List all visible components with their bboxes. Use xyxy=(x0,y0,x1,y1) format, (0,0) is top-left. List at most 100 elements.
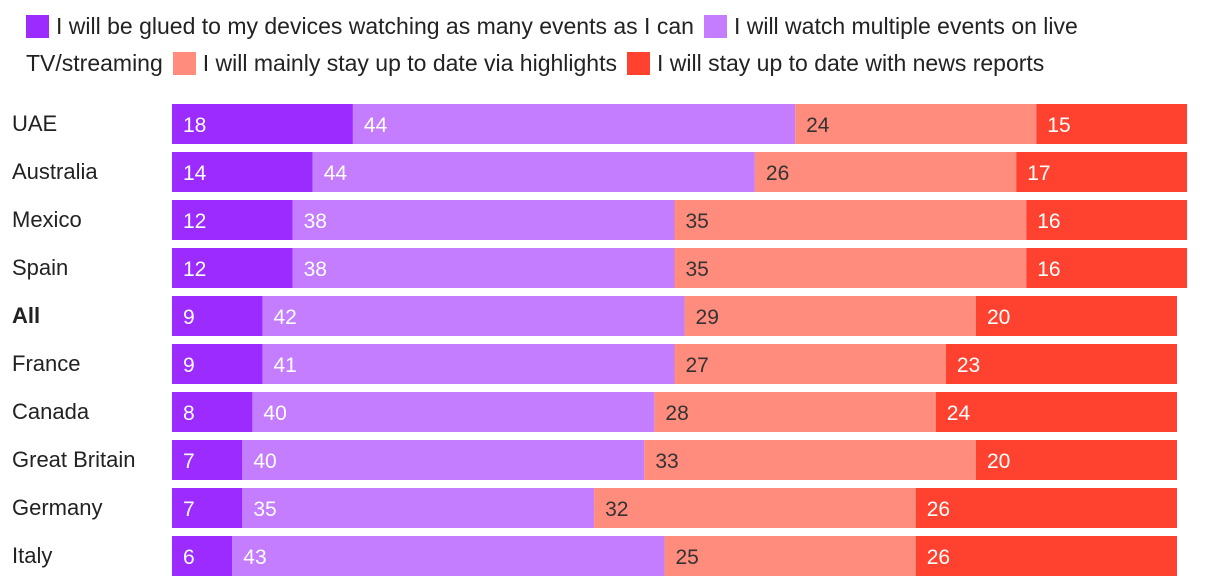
legend-label: I will be glued to my devices watching a… xyxy=(56,13,694,39)
category-label: Great Britain xyxy=(12,447,136,472)
bar-value-label: 32 xyxy=(605,498,628,521)
chart-legend: I will be glued to my devices watching a… xyxy=(26,8,1206,82)
bar-value-label: 24 xyxy=(806,114,830,137)
bar-segment xyxy=(664,536,916,576)
legend-item-1: I will be glued to my devices watching a… xyxy=(26,13,694,39)
bar-value-label: 41 xyxy=(273,354,296,377)
bar-value-label: 35 xyxy=(686,258,709,281)
bar-segment xyxy=(1016,152,1188,192)
bar-segment xyxy=(1026,200,1188,240)
bar-segment xyxy=(242,488,595,528)
bar-segment xyxy=(1026,248,1188,288)
bar-value-label: 20 xyxy=(987,306,1010,329)
bar-value-label: 35 xyxy=(253,498,276,521)
legend-label: I will watch multiple events on live TV/… xyxy=(26,13,1078,76)
bar-segment xyxy=(312,152,755,192)
bar-value-label: 15 xyxy=(1047,114,1070,137)
bar-value-label: 29 xyxy=(696,306,719,329)
bar-segment xyxy=(1036,104,1188,144)
bar-value-label: 25 xyxy=(675,546,698,569)
bar-value-label: 38 xyxy=(304,210,327,233)
bar-segment xyxy=(915,536,1177,576)
bar-segment xyxy=(976,440,1177,480)
bar-segment xyxy=(172,344,263,384)
bar-segment xyxy=(674,200,1027,240)
category-label: Mexico xyxy=(12,207,82,232)
bar-segment xyxy=(644,440,976,480)
bar-value-label: 9 xyxy=(183,354,195,377)
category-label: Australia xyxy=(12,159,98,184)
bar-value-label: 35 xyxy=(686,210,709,233)
bar-segment xyxy=(935,392,1177,432)
bar-segment xyxy=(172,440,243,480)
bar-segment xyxy=(684,296,976,336)
bar-value-label: 33 xyxy=(655,450,678,473)
bar-segment xyxy=(172,200,293,240)
bar-segment xyxy=(594,488,916,528)
bar-segment xyxy=(172,104,353,144)
bar-segment xyxy=(172,536,233,576)
bar-value-label: 16 xyxy=(1037,210,1060,233)
bar-value-label: 23 xyxy=(957,354,980,377)
bar-segment xyxy=(172,296,263,336)
bar-value-label: 20 xyxy=(987,450,1010,473)
legend-label: I will stay up to date with news reports xyxy=(656,50,1045,76)
bar-value-label: 17 xyxy=(1027,162,1050,185)
bar-segment xyxy=(172,488,243,528)
bar-segment xyxy=(976,296,1177,336)
bar-value-label: 44 xyxy=(324,162,348,185)
bar-value-label: 28 xyxy=(665,402,688,425)
bar-segment xyxy=(292,200,675,240)
bar-segment xyxy=(754,152,1017,192)
legend-item-4: I will stay up to date with news reports xyxy=(626,50,1045,76)
bar-value-label: 12 xyxy=(183,210,206,233)
bar-value-label: 7 xyxy=(183,498,195,521)
bar-segment xyxy=(674,344,946,384)
bar-segment xyxy=(172,392,253,432)
bar-value-label: 7 xyxy=(183,450,195,473)
bar-value-label: 43 xyxy=(243,546,266,569)
bar-value-label: 26 xyxy=(927,498,950,521)
legend-swatch xyxy=(626,52,650,75)
bar-value-label: 42 xyxy=(273,306,296,329)
bar-segment xyxy=(795,104,1037,144)
bar-segment xyxy=(172,152,313,192)
bar-value-label: 12 xyxy=(183,258,206,281)
bar-value-label: 24 xyxy=(947,402,971,425)
bar-segment xyxy=(654,392,936,432)
bar-segment xyxy=(232,536,665,576)
bar-value-label: 8 xyxy=(183,402,195,425)
legend-item-2: I will watch multiple events on live TV/… xyxy=(26,13,1078,76)
bar-segment xyxy=(674,248,1027,288)
bar-value-label: 26 xyxy=(927,546,950,569)
bar-value-label: 9 xyxy=(183,306,195,329)
category-label: Spain xyxy=(12,255,68,280)
bar-segment xyxy=(172,248,293,288)
bar-value-label: 18 xyxy=(183,114,206,137)
legend-swatch xyxy=(172,52,196,75)
legend-item-3: I will mainly stay up to date via highli… xyxy=(172,50,617,76)
bar-value-label: 6 xyxy=(183,546,195,569)
bar-value-label: 16 xyxy=(1037,258,1060,281)
bar-value-label: 40 xyxy=(253,450,276,473)
bar-value-label: 26 xyxy=(766,162,789,185)
category-label: Italy xyxy=(12,543,52,568)
bar-segment xyxy=(252,392,655,432)
bar-segment xyxy=(292,248,675,288)
category-label: Canada xyxy=(12,399,90,424)
bar-value-label: 38 xyxy=(304,258,327,281)
category-label: UAE xyxy=(12,111,57,136)
category-label: France xyxy=(12,351,80,376)
bar-segment xyxy=(262,296,685,336)
legend-label: I will mainly stay up to date via highli… xyxy=(202,50,617,76)
bar-value-label: 40 xyxy=(263,402,286,425)
bar-segment xyxy=(915,488,1177,528)
bar-segment xyxy=(262,344,675,384)
legend-swatch xyxy=(26,15,49,38)
bar-segment xyxy=(242,440,645,480)
bar-value-label: 44 xyxy=(364,114,388,137)
bar-value-label: 14 xyxy=(183,162,207,185)
category-label: All xyxy=(12,303,40,328)
category-label: Germany xyxy=(12,495,102,520)
